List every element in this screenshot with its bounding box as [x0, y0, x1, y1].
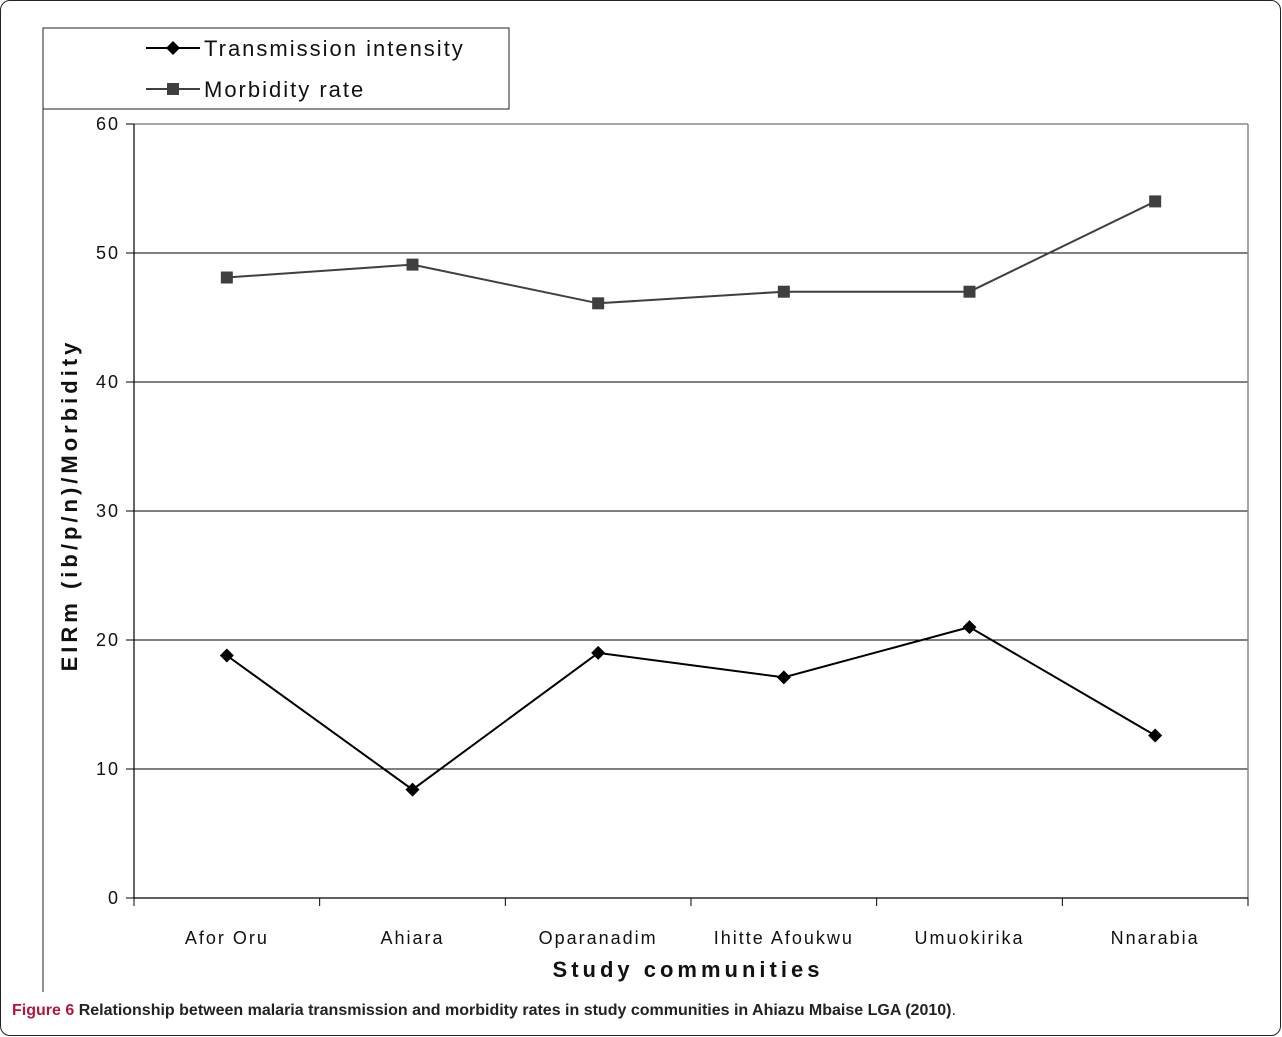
figure-title: Relationship between malaria transmissio… — [78, 1002, 952, 1019]
x-axis-title: Study communities — [553, 957, 824, 982]
data-point-diamond — [219, 648, 234, 663]
legend-box — [42, 27, 510, 110]
series — [219, 195, 1163, 797]
legend-diamond-marker — [166, 41, 180, 55]
y-tick-label: 40 — [96, 372, 120, 392]
series-line-1 — [226, 626, 1156, 791]
x-tick-label: Ahiara — [380, 928, 444, 948]
data-point-square — [777, 285, 790, 298]
data-point-diamond — [405, 782, 420, 797]
x-tick-label: Umuokirika — [914, 928, 1024, 948]
data-point-diamond — [591, 645, 606, 660]
figure-caption-end: . — [951, 1002, 956, 1019]
legend-square-marker — [167, 83, 179, 95]
data-point-diamond — [776, 670, 791, 685]
data-point-square — [1149, 195, 1162, 208]
figure-label: Figure 6 — [12, 1002, 75, 1019]
y-tick-label: 10 — [96, 759, 120, 779]
legend-label-morbidity: Morbidity rate — [204, 77, 365, 102]
y-tick-label: 30 — [96, 501, 120, 521]
legend: Transmission intensity Morbidity rate — [42, 27, 510, 110]
data-point-square — [592, 297, 605, 310]
y-tick-label: 50 — [96, 243, 120, 263]
y-tick-label: 20 — [96, 630, 120, 650]
data-point-square — [406, 258, 419, 271]
figure-caption: Figure 6 Relationship between malaria tr… — [12, 1002, 956, 1020]
line-chart: Transmission intensity Morbidity rate 0 1… — [42, 27, 1249, 992]
data-point-diamond — [1148, 728, 1163, 743]
tick-labels: 0 10 20 30 40 50 60 Afor Oru Ahiara Oparanadim Ihi… — [96, 114, 1200, 948]
legend-label-transmission: Transmission intensity — [204, 36, 465, 61]
data-point-square — [963, 285, 976, 298]
axes — [126, 123, 1249, 906]
y-tick-label: 60 — [96, 114, 120, 134]
series-line-2 — [226, 200, 1156, 305]
y-axis-title: EIRm (ib/p/n)/Morbidity — [57, 339, 82, 672]
y-tick-label: 0 — [108, 888, 120, 908]
data-point-diamond — [962, 620, 977, 635]
data-point-square — [220, 271, 233, 284]
x-tick-label: Nnarabia — [1111, 928, 1200, 948]
x-tick-label: Ihitte Afoukwu — [714, 928, 854, 948]
x-tick-label: Afor Oru — [185, 928, 269, 948]
x-tick-label: Oparanadim — [539, 928, 658, 948]
gridlines — [134, 123, 1249, 898]
